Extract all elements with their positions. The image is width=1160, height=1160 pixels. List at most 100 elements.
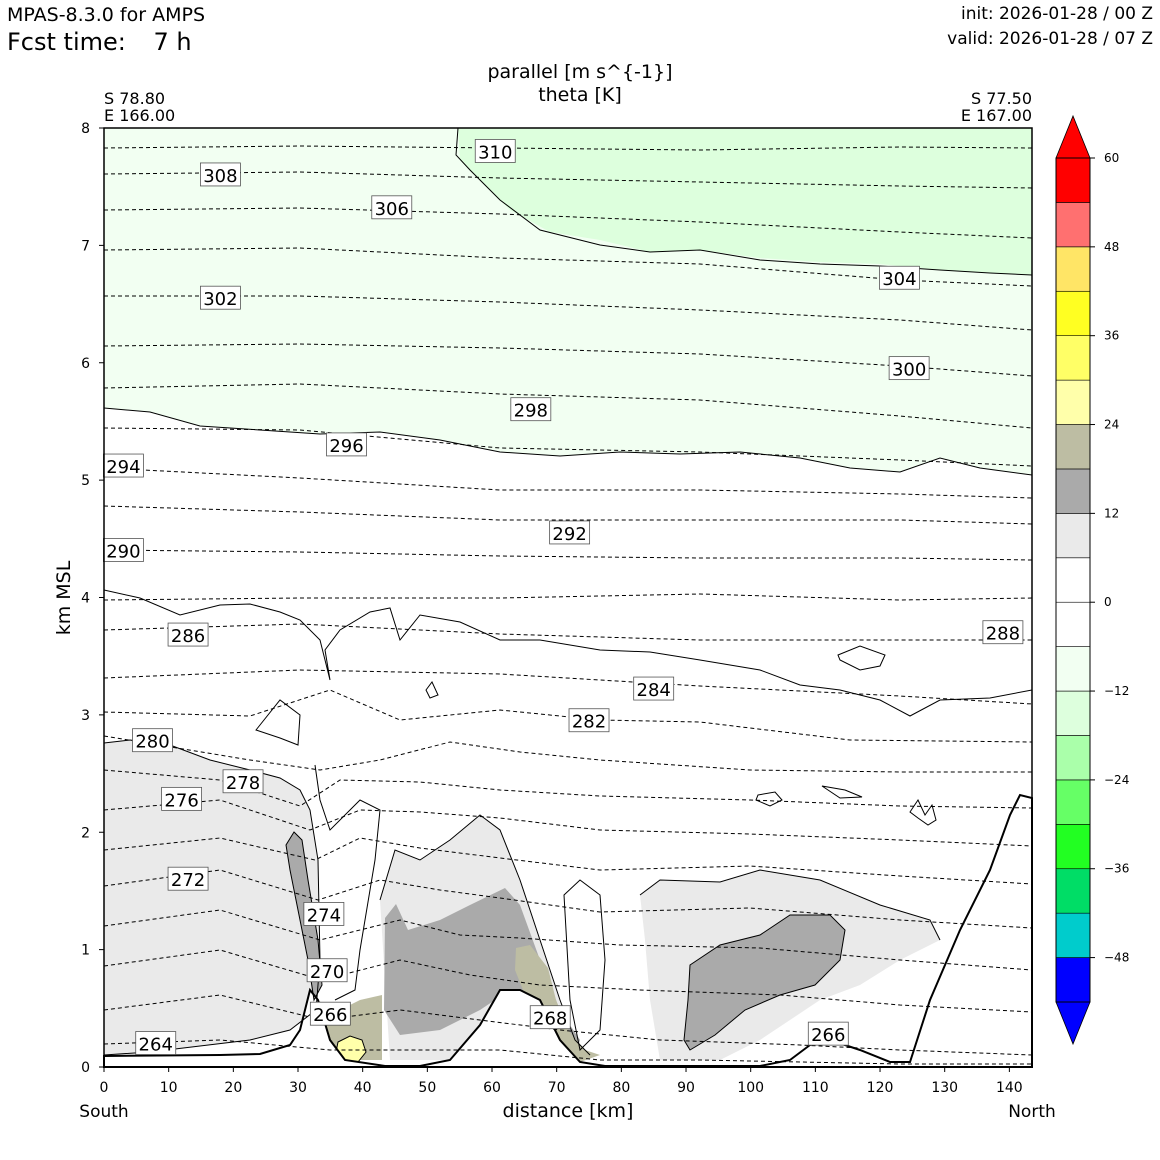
x-tick-label: 130 — [931, 1080, 958, 1096]
init-time: init: 2026-01-28 / 00 Z — [960, 4, 1153, 24]
theta-line — [103, 207, 1033, 239]
theta-label: 270 — [306, 958, 348, 983]
theta-line — [103, 735, 1032, 773]
theta-label: 288 — [982, 620, 1024, 645]
colorbar-tick-label: −24 — [1104, 773, 1129, 787]
colorbar-tick-label: 0 — [1104, 595, 1112, 609]
theta-label: 310 — [474, 139, 516, 163]
colorbar-tick-label: −36 — [1104, 862, 1129, 876]
theta-label: 294 — [103, 453, 144, 478]
theta-label: 292 — [549, 520, 591, 545]
theta-label-box — [303, 902, 345, 926]
theta-line — [103, 549, 1033, 561]
theta-label: 266 — [807, 1021, 849, 1046]
colorbar-tick-label: −12 — [1104, 684, 1129, 698]
left-direction-label: South — [79, 1102, 128, 1122]
theta-label-text: 280 — [135, 732, 169, 753]
x-tick-label: 10 — [160, 1080, 178, 1096]
theta-line — [103, 467, 1033, 499]
wind-contour — [255, 699, 301, 746]
theta-label-text: 300 — [892, 360, 926, 381]
y-tick-label: 5 — [81, 473, 90, 489]
theta-label-box — [549, 520, 591, 545]
right-endpoint-lon: E 167.00 — [961, 106, 1032, 125]
theta-label-box — [568, 708, 610, 733]
colorbar-segment — [1055, 646, 1091, 692]
colorbar-segment — [1055, 157, 1091, 203]
colorbar-segment — [1055, 957, 1091, 1003]
wind-shade-green-upper — [458, 128, 1032, 275]
theta-label-box — [888, 356, 930, 381]
colorbar-tick-label: 36 — [1104, 329, 1119, 343]
y-tick-label: 2 — [81, 825, 90, 841]
theta-label: 282 — [568, 708, 610, 733]
colorbar-segment — [1055, 601, 1091, 647]
colorbar-segment — [1055, 690, 1091, 736]
theta-line — [103, 1039, 1032, 1065]
wind-contour — [821, 785, 863, 799]
model-name: MPAS-8.3.0 for AMPS — [7, 4, 206, 26]
x-tick-label: 60 — [483, 1080, 501, 1096]
x-tick-label: 20 — [224, 1080, 242, 1096]
x-tick-label: 110 — [802, 1080, 829, 1096]
theta-label: 290 — [103, 538, 144, 563]
theta-label-text: 264 — [139, 1035, 173, 1056]
wind-contour — [909, 798, 937, 826]
wind-contour — [314, 764, 381, 1001]
x-tick-label: 90 — [677, 1080, 695, 1096]
theta-label: 296 — [326, 432, 367, 457]
theta-line — [103, 343, 1033, 377]
theta-line — [103, 427, 1033, 467]
wind-contour — [103, 739, 321, 1056]
theta-label: 280 — [132, 728, 173, 753]
forecast-time: Fcst time: 7 h — [7, 28, 192, 56]
x-axis-ticks: 0 10 20 30 40 50 60 70 80 90 100 110 120 130 140 — [100, 1067, 1023, 1096]
theta-label: 276 — [161, 786, 203, 811]
x-axis-label: distance [km] — [503, 1100, 634, 1122]
theta-label: 274 — [303, 902, 345, 926]
plot-area: 3103083063043023002982962942922902882862… — [81, 121, 1033, 1096]
wind-contour — [103, 407, 1033, 476]
theta-label-text: 286 — [171, 626, 205, 647]
y-tick-label: 1 — [81, 943, 90, 959]
theta-line — [103, 145, 1033, 151]
theta-line — [103, 869, 1033, 929]
theta-label-text: 268 — [533, 1009, 567, 1030]
theta-label: 298 — [510, 397, 552, 422]
wind-contour — [837, 645, 886, 671]
theta-label-box — [474, 139, 516, 163]
x-tick-label: 140 — [996, 1080, 1023, 1096]
wind-shade-gray-right — [684, 915, 845, 1050]
wind-contour — [563, 879, 606, 1052]
theta-label-box — [807, 1021, 849, 1046]
colorbar-segment — [1055, 335, 1091, 381]
colorbar-segment — [1055, 735, 1091, 781]
y-axis-ticks: 0 1 2 3 4 5 6 7 8 — [81, 121, 104, 1076]
x-tick-label: 0 — [100, 1080, 109, 1096]
theta-line — [104, 295, 1033, 331]
theta-label: 306 — [371, 195, 413, 220]
theta-label-text: 278 — [226, 773, 260, 794]
theta-label-text: 292 — [552, 524, 586, 545]
wind-contour — [755, 791, 783, 807]
theta-label-text: 284 — [637, 680, 671, 701]
theta-label-box — [982, 620, 1024, 645]
theta-label: 284 — [633, 676, 675, 701]
theta-label: 268 — [529, 1005, 571, 1030]
forecast-time-label: Fcst time: — [7, 28, 126, 56]
theta-label-text: 288 — [986, 624, 1020, 645]
colorbar-segment — [1055, 513, 1091, 559]
theta-line — [103, 837, 1033, 885]
colorbar-segment — [1055, 779, 1091, 825]
theta-label: 304 — [879, 265, 920, 290]
colorbar-segment — [1055, 557, 1091, 603]
y-tick-label: 8 — [81, 121, 90, 137]
left-endpoint-lat: S 78.80 — [104, 89, 165, 108]
colorbar-segment — [1055, 202, 1091, 248]
colorbar-tick-label: −48 — [1104, 951, 1129, 965]
theta-label-box — [633, 676, 675, 701]
left-endpoint-lon: E 166.00 — [104, 106, 175, 125]
colorbar-tick-label: 60 — [1104, 151, 1119, 165]
theta-label-text: 304 — [882, 269, 916, 290]
